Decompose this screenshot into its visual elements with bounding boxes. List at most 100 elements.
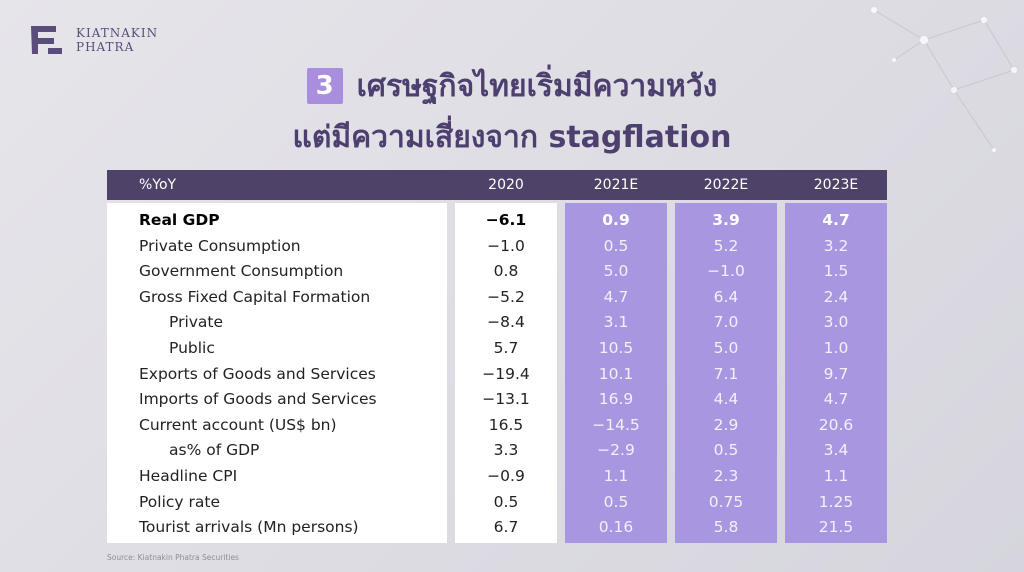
- row-label: Exports of Goods and Services: [139, 364, 376, 383]
- cell-y2021: 1.1: [603, 467, 629, 485]
- brand-line1: KIATNAKIN: [76, 26, 159, 40]
- table-row: Private Consumption: [107, 234, 447, 259]
- table-row: 3.2: [785, 234, 887, 259]
- cell-y2023: 1.1: [823, 467, 849, 485]
- cell-y2020: −13.1: [482, 390, 530, 409]
- row-label: Policy rate: [139, 492, 220, 511]
- cell-y2022: 5.8: [713, 518, 739, 537]
- source-note: Source: Kiatnakin Phatra Securities: [107, 553, 239, 562]
- cell-y2023: 1.25: [818, 492, 854, 511]
- cell-y2021: 0.5: [603, 492, 629, 511]
- cell-y2022: 5.2: [713, 236, 739, 255]
- table-row: 5.0: [565, 259, 667, 284]
- cell-y2023: 2.4: [823, 287, 849, 306]
- row-label: Tourist arrivals (Mn persons): [139, 518, 359, 537]
- table-row: −0.9: [455, 464, 557, 489]
- table-row: Real GDP: [107, 208, 447, 233]
- row-label: Private: [169, 313, 224, 332]
- table-row: 0.5: [675, 438, 777, 463]
- table-row: 1.5: [785, 259, 887, 284]
- table-row: 5.7: [455, 336, 557, 361]
- table-row: 2.9: [675, 413, 777, 438]
- table-row: Tourist arrivals (Mn persons): [107, 515, 447, 540]
- section-number: 3: [306, 68, 343, 104]
- column-2021e: 0.9 0.5 5.0 4.7 3.1 10.5 10.1 16.9 −14.5 −2.9 1.1 0…: [565, 203, 667, 543]
- table-row: Headline CPI: [107, 464, 447, 489]
- cell-y2020: 0.5: [493, 492, 519, 511]
- table-row: 0.5: [565, 490, 667, 515]
- cell-y2023: 20.6: [818, 415, 854, 434]
- table-row: 3.4: [785, 438, 887, 463]
- table-row: Public: [107, 336, 447, 361]
- cell-y2023: 4.7: [823, 390, 849, 409]
- table-row: 4.4: [675, 387, 777, 412]
- cell-y2022: 6.4: [713, 287, 739, 306]
- table-row: 20.6: [785, 413, 887, 438]
- cell-y2022: 2.9: [713, 415, 739, 434]
- cell-y2021: 16.9: [598, 390, 634, 409]
- title-line2: แต่มีความเสี่ยงจาก stagflation: [292, 120, 732, 155]
- column-2022e: 3.9 5.2 −1.0 6.4 7.0 5.0 7.1 4.4 2.9 0.5 2.3 0.75 5.…: [675, 203, 777, 543]
- table-row: Imports of Goods and Services: [107, 387, 447, 412]
- network-decoration: [871, 7, 1017, 152]
- cell-y2020: −19.4: [482, 364, 530, 383]
- table-row: 21.5: [785, 515, 887, 540]
- table-row: 0.8: [455, 259, 557, 284]
- row-label: Private Consumption: [139, 236, 301, 255]
- table-row: 0.5: [455, 490, 557, 515]
- cell-y2020: −1.0: [487, 236, 525, 255]
- cell-y2021: 5.0: [603, 262, 629, 281]
- table-row: 1.0: [785, 336, 887, 361]
- row-label: Imports of Goods and Services: [139, 390, 377, 409]
- cell-y2023: 21.5: [818, 518, 854, 537]
- row-label: Real GDP: [139, 211, 220, 229]
- row-label: Public: [169, 339, 215, 357]
- table-row: −6.1: [455, 208, 557, 233]
- cell-y2020: −8.4: [487, 313, 525, 332]
- table-row: 0.75: [675, 490, 777, 515]
- cell-y2020: 0.8: [493, 262, 519, 281]
- title-line1: เศรษฐกิจไทยเริ่มมีความหวัง: [356, 68, 718, 104]
- cell-y2021: −14.5: [592, 415, 640, 434]
- table-row: 5.2: [675, 234, 777, 259]
- cell-y2023: 9.7: [823, 364, 849, 383]
- table-row: as% of GDP: [107, 438, 447, 463]
- table-row: 0.9: [565, 208, 667, 233]
- cell-y2021: 0.16: [598, 518, 634, 537]
- cell-y2023: 1.5: [823, 262, 849, 281]
- table-row: −1.0: [455, 234, 557, 259]
- table-row: −1.0: [675, 259, 777, 284]
- table-row: 4.7: [785, 387, 887, 412]
- column-2023e: 4.7 3.2 1.5 2.4 3.0 1.0 9.7 4.7 20.6 3.4 1.1 1.25 21…: [785, 203, 887, 543]
- table-row: 16.9: [565, 387, 667, 412]
- table-row: 1.1: [565, 464, 667, 489]
- cell-y2023: 1.0: [823, 339, 849, 357]
- cell-y2020: 3.3: [493, 441, 519, 460]
- row-label: Gross Fixed Capital Formation: [139, 287, 371, 306]
- table-row: 1.25: [785, 490, 887, 515]
- row-label: Current account (US$ bn): [139, 415, 337, 434]
- cell-y2020: −5.2: [487, 287, 525, 306]
- table-row: −13.1: [455, 387, 557, 412]
- table-row: 0.16: [565, 515, 667, 540]
- slide-title: 3 เศรษฐกิจไทยเริ่มมีความหวัง แต่มีความเส…: [0, 66, 1024, 161]
- table-row: −8.4: [455, 310, 557, 335]
- kiatnakin-logo-icon: [31, 26, 62, 54]
- col-header-2023e: 2023E: [813, 177, 859, 193]
- table-row: Gross Fixed Capital Formation: [107, 285, 447, 310]
- cell-y2021: −2.9: [597, 441, 635, 460]
- table-row: −2.9: [565, 438, 667, 463]
- cell-y2022: 7.0: [713, 313, 739, 332]
- table-row: 4.7: [785, 208, 887, 233]
- col-header-2021e: 2021E: [593, 177, 639, 193]
- table-row: −14.5: [565, 413, 667, 438]
- cell-y2021: 0.9: [602, 211, 630, 229]
- table-row: 16.5: [455, 413, 557, 438]
- col-header-2022e: 2022E: [703, 177, 749, 193]
- cell-y2021: 10.1: [598, 364, 634, 383]
- cell-y2021: 3.1: [603, 313, 629, 332]
- cell-y2020: 5.7: [493, 339, 519, 357]
- table-row: 4.7: [565, 285, 667, 310]
- cell-y2023: 3.4: [823, 441, 849, 460]
- table-row: 2.4: [785, 285, 887, 310]
